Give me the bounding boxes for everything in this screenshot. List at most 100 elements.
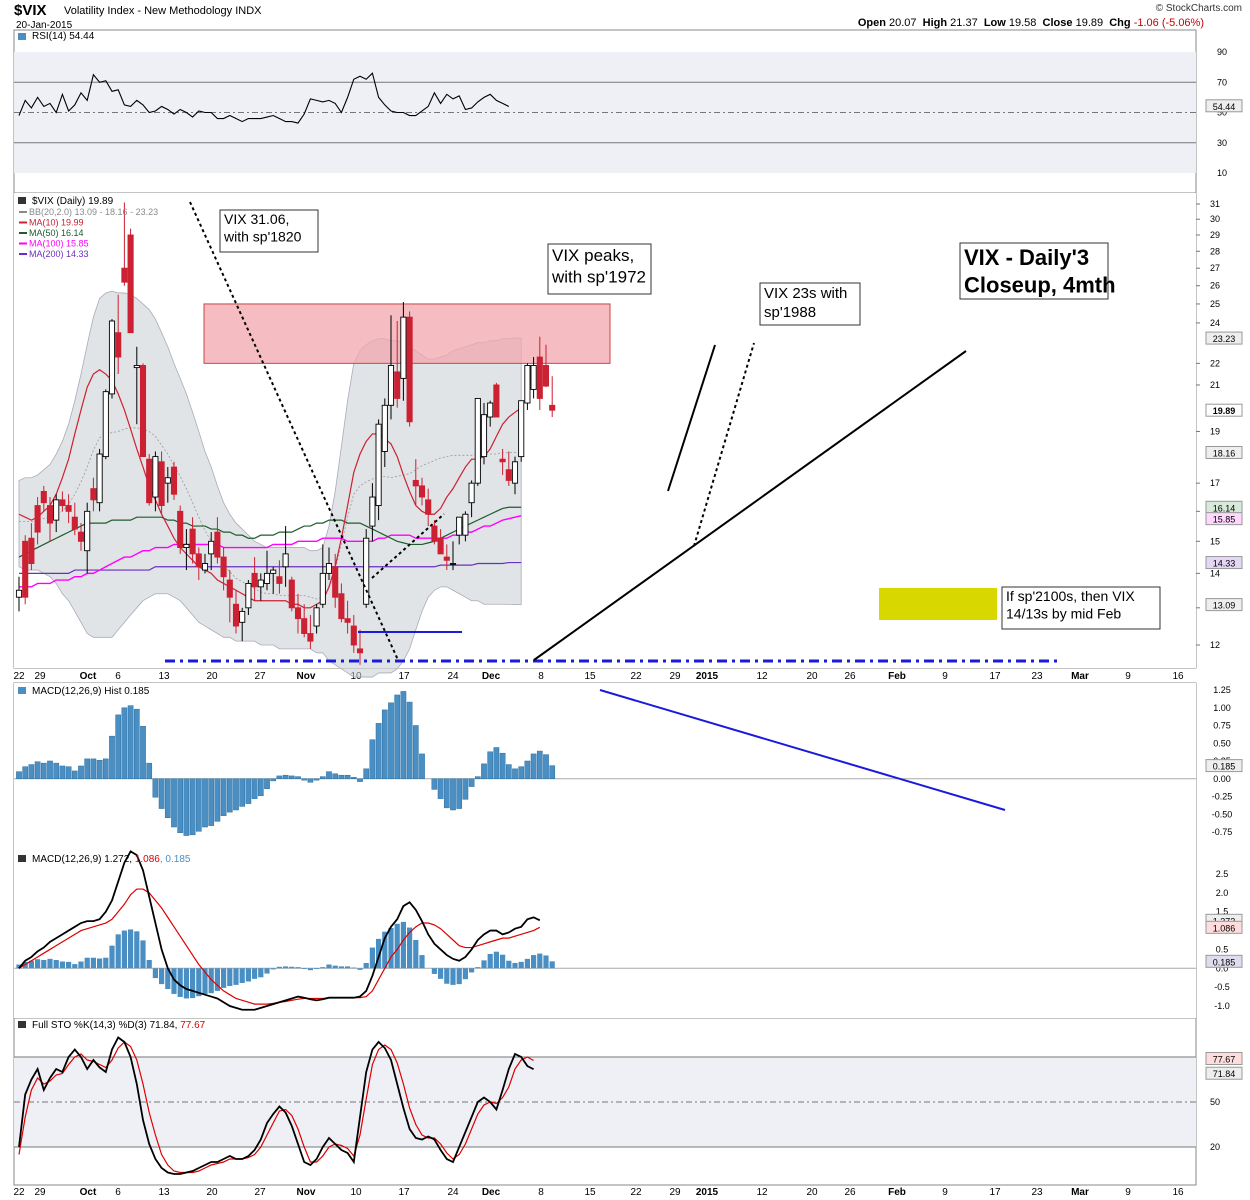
- hist-bar: [90, 758, 97, 779]
- candle-body: [164, 477, 171, 484]
- hist-title: MACD(12,26,9) Hist 0.185: [32, 686, 150, 697]
- x-tick-label: 8: [538, 1187, 544, 1198]
- candle-body: [183, 543, 190, 549]
- x-tick-label: Nov: [297, 671, 316, 682]
- macd-hist-bar: [438, 968, 444, 979]
- candle-body: [146, 458, 153, 504]
- price-right-box: [1205, 403, 1243, 417]
- macd-signal-value: 1.086: [135, 854, 160, 865]
- legend-entry: MA(10) 19.99: [29, 218, 84, 228]
- candle-body: [195, 553, 202, 568]
- change-value: -1.06 (-5.06%): [1133, 17, 1204, 29]
- macd-right-box: [1205, 920, 1243, 934]
- hist-bar: [251, 778, 258, 799]
- annotation-text: VIX - Daily'3: [964, 245, 1089, 270]
- macd-hist-bar: [512, 963, 518, 969]
- x-tick-label: Mar: [1071, 671, 1089, 682]
- price-icon: [18, 197, 26, 204]
- candle-body: [115, 332, 122, 358]
- hist-bar: [78, 765, 84, 779]
- hist-bar: [326, 771, 332, 780]
- hist-bar: [524, 760, 531, 779]
- price-right-label: 16.14: [1213, 503, 1236, 513]
- candle-body: [90, 488, 97, 501]
- candle-body: [71, 516, 78, 530]
- hist-bar: [109, 735, 115, 780]
- macd-tick-label: 0.0: [1216, 963, 1229, 973]
- annotation-box: [959, 242, 1109, 300]
- x-tick-label: 17: [989, 671, 1001, 682]
- macd-hist-bar: [121, 930, 127, 969]
- macd-hist-bar: [90, 957, 96, 969]
- candle-body: [387, 365, 395, 406]
- candle-body: [493, 384, 500, 418]
- macd-hist-bar: [103, 957, 109, 969]
- high-value: 21.37: [950, 17, 978, 29]
- macd-hist-bar: [146, 959, 152, 969]
- x-tick-label: 9: [1125, 671, 1131, 682]
- instrument-name: Volatility Index - New Methodology INDX: [64, 5, 262, 17]
- sto-right-label: 71.84: [1213, 1069, 1236, 1079]
- x-tick-label: 20: [806, 671, 818, 682]
- macd-icon: [18, 855, 26, 862]
- macd-hist-bar: [115, 934, 121, 969]
- hist-bar: [394, 694, 401, 779]
- candle-body: [251, 572, 258, 588]
- hist-bar: [28, 764, 35, 779]
- candle-body: [313, 607, 320, 627]
- hist-bar: [468, 778, 475, 787]
- candle-body: [133, 365, 140, 369]
- hist-bar: [288, 775, 295, 779]
- hist-tick-label: -0.75: [1212, 827, 1233, 837]
- macd-hist-bar: [233, 968, 239, 985]
- hist-bar: [264, 778, 270, 789]
- annotation-box: [759, 282, 861, 326]
- macd-hist-bar: [97, 958, 103, 969]
- hist-bar: [443, 778, 450, 809]
- price-right-box: [1205, 556, 1243, 570]
- price-title: $VIX (Daily) 19.89: [32, 196, 114, 207]
- macd-hist-bar: [190, 968, 196, 999]
- annotation-text: with sp'1820: [223, 229, 302, 245]
- hist-bar: [276, 775, 283, 779]
- candle-body: [121, 267, 128, 283]
- macd-right-box: [1205, 954, 1243, 968]
- macd-hist-bar: [524, 958, 530, 969]
- sto-tick-label: 20: [1210, 1142, 1220, 1152]
- price-tick-label: 29: [1210, 230, 1220, 240]
- price-tick-label: 19: [1210, 426, 1220, 436]
- hist-bar: [40, 762, 47, 780]
- annotation-text: with sp'1972: [551, 267, 646, 286]
- candle-body: [239, 610, 246, 623]
- macd-hist-bar: [171, 968, 177, 994]
- hist-bar: [233, 778, 239, 811]
- macd-hist-bar: [84, 957, 90, 969]
- macd-hist-bar: [394, 923, 400, 969]
- macd-hist-bar: [518, 961, 524, 969]
- macd-hist-bar: [159, 968, 165, 985]
- x-tick-label: 22: [13, 1187, 25, 1198]
- annotation-box: [1001, 586, 1161, 630]
- sto-title: Full STO %K(14,3) %D(3) 71.84, 77.67: [32, 1020, 206, 1031]
- macd-hist-bar: [66, 961, 72, 969]
- hist-bar: [518, 766, 525, 779]
- x-tick-label: 24: [447, 1187, 459, 1198]
- price-right-box: [1205, 512, 1243, 526]
- candle-body: [344, 618, 351, 623]
- candle-body: [456, 516, 463, 536]
- hist-bar: [437, 778, 444, 799]
- hist-last-label: 0.185: [1213, 762, 1236, 772]
- hist-last-box: [1205, 759, 1243, 773]
- candle-body: [462, 513, 469, 536]
- macd-hist-value: , 0.185: [160, 854, 191, 865]
- stockcharts-logo[interactable]: © StockCharts.com: [1155, 3, 1242, 14]
- x-tick-label: 29: [669, 1187, 681, 1198]
- x-tick-label: 20: [206, 671, 218, 682]
- macd-right-label: 0.185: [1213, 957, 1236, 967]
- rsi-tick-label: 90: [1217, 47, 1227, 57]
- candle-body: [487, 402, 494, 418]
- hist-bar: [214, 778, 221, 822]
- candle-body: [96, 453, 103, 504]
- rsi-tick-label: 70: [1217, 77, 1227, 87]
- chart-symbol: $VIX: [14, 2, 47, 19]
